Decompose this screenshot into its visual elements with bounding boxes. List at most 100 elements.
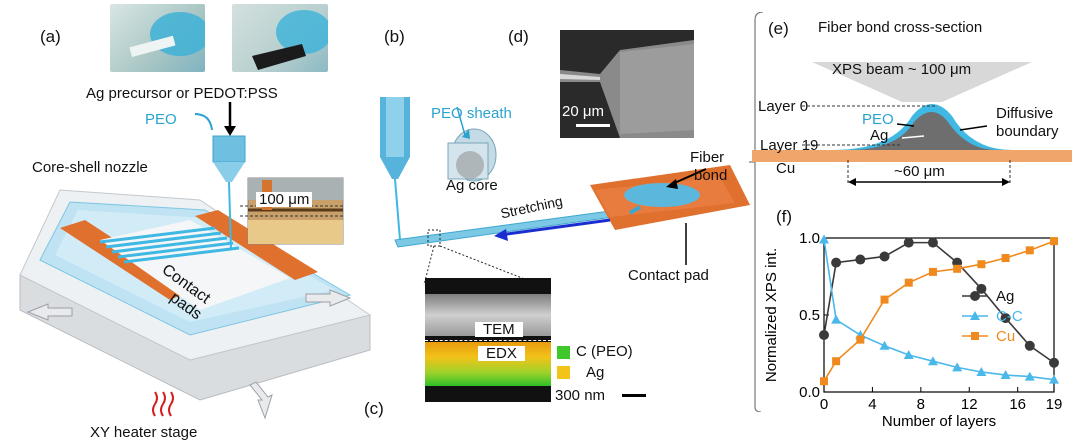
contact-pad-label: Contact pad [628,267,709,284]
glove-hand-icon [252,10,328,70]
fiber-bond-label-1: Fiber [690,149,725,166]
x-tick-label: 19 [1046,396,1063,413]
data-point-ag [1024,340,1035,351]
legend-label-c-c: C-C [996,308,1023,325]
scale-20um: 20 μm [562,103,604,120]
x-tick-label: 12 [961,396,978,413]
data-point-c-c [1024,371,1035,381]
ag-label-e: Ag [870,127,889,144]
peo-label-e: PEO [862,111,894,128]
stretch-arrow-icon [499,218,611,237]
tem-label: TEM [475,322,523,337]
legend-label-cu: Cu [996,328,1015,345]
y-tick-label: 0.5 [799,307,820,324]
heater-icon [152,391,174,417]
scale-300nm: 300 nm [555,387,606,404]
scale-bar-d [576,124,610,127]
panel-e-letter: (e) [768,19,789,38]
legend-ag-label: Ag [586,364,605,381]
data-point-ag [819,330,829,341]
panel-a-letter: (a) [40,27,61,46]
panel-e-title: Fiber bond cross-section [818,19,983,36]
peo-sheath-label: PEO sheath [431,105,512,122]
data-point-cu [977,260,986,269]
fiber-bond-label-2: bond [694,167,728,184]
data-point-c-c [1049,374,1059,384]
data-point-cu [953,264,962,273]
cross-section-schematic [752,62,1072,186]
data-point-c-c [831,314,842,324]
core-shell-nozzle [212,135,246,163]
tem-edx-image [425,278,551,402]
peo-label-a: PEO [145,111,177,128]
data-point-ag [976,283,987,294]
layer0-label: Layer 0 [758,98,809,115]
zoom-box [427,229,441,247]
data-point-c-c [952,362,963,372]
x-tick-label: 16 [1009,396,1026,413]
edx-label: EDX [478,346,525,361]
data-point-ag [903,237,914,248]
legend-ag-swatch [557,366,570,379]
contact-pad-right [195,210,318,280]
data-point-c-c [903,350,914,360]
scale-bar-c [622,394,646,397]
right-arrow-icon [305,289,352,307]
panel-b-letter: (b) [384,27,405,46]
data-point-cu [820,377,828,386]
ag-core-shape [847,112,997,150]
down-arrow-icon [249,381,273,420]
data-point-ag [879,251,890,262]
data-point-cu [880,295,889,304]
x-tick-label: 4 [868,396,876,413]
x-axis-label: Number of layers [882,413,996,430]
data-point-cu [971,332,979,340]
data-point-cu [928,267,937,276]
printed-fibers [99,226,240,264]
legend-c-swatch [557,346,570,359]
photo-ag-precursor [110,4,205,72]
data-point-cu [1050,237,1058,246]
peo-arrow-icon [194,113,213,131]
width-label: ~60 μm [894,163,945,180]
boundary-label-2: boundary [996,123,1059,140]
data-point-ag [831,257,842,268]
data-point-c-c [819,234,829,244]
x-tick-label: 0 [820,396,828,413]
data-point-ag [855,254,866,265]
data-point-ag [1049,357,1059,368]
xps-chart: 0 4 8 12 16 19 0.0 0.5 1.0 Number of layers Normal… [763,230,1063,430]
y-tick-label: 1.0 [799,230,820,247]
data-point-cu [1001,254,1010,263]
data-point-ag [927,237,938,248]
cu-substrate [752,150,1072,162]
photo-pedot [232,4,328,72]
layer19-label: Layer 19 [760,137,819,154]
data-point-cu [1025,246,1034,255]
data-point-c-c [976,366,987,376]
sem-image [560,30,694,138]
data-point-c-c [879,340,890,350]
ag-core-label: Ag core [446,177,498,194]
xps-beam-label: XPS beam ~ 100 μm [832,61,972,78]
precursor-label: Ag precursor or PEDOT:PSS [86,85,278,102]
legend-label-ag: Ag [996,288,1014,305]
cu-label-e: Cu [776,160,796,177]
data-point-ag [970,291,980,301]
legend-c-label: C (PEO) [576,343,633,360]
scale-100um: 100 μm [256,192,313,207]
xps-beam [812,62,1032,102]
data-point-cu [856,335,865,344]
y-axis-label: Normalized XPS int. [763,248,780,382]
data-point-cu [832,357,841,366]
stretching-schematic [380,97,750,286]
y-tick-label: 0.0 [799,384,820,401]
x-tick-label: 8 [917,396,925,413]
data-point-cu [904,278,913,287]
nozzle-label: Core-shell nozzle [32,159,148,176]
panel-f-letter: (f) [776,207,793,226]
panel-c-letter: (c) [364,399,384,418]
data-point-c-c [970,311,980,320]
data-point-c-c [927,356,938,366]
fiber-bond [624,183,700,207]
